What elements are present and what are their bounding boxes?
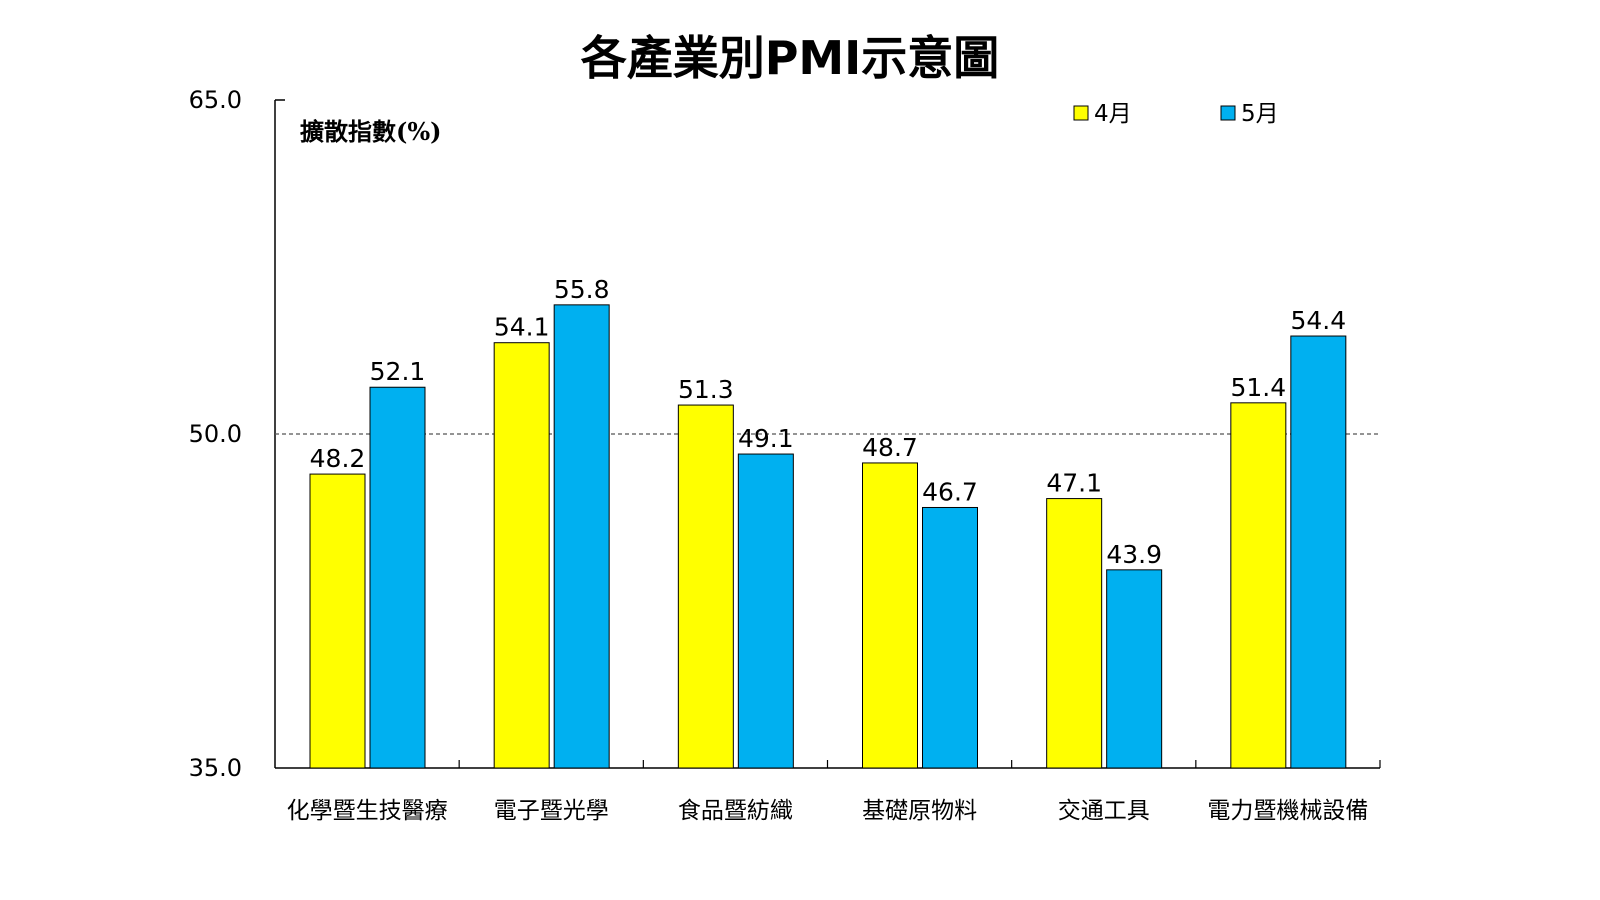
y-tick-label: 65.0	[189, 86, 242, 114]
data-label: 55.8	[554, 275, 610, 304]
x-tick-label: 化學暨生技醫療	[287, 798, 448, 824]
bar-april	[1046, 498, 1103, 769]
bar-may	[553, 304, 610, 769]
y-tick-label: 35.0	[189, 754, 242, 782]
data-label: 47.1	[1046, 469, 1102, 498]
data-label: 49.1	[738, 424, 794, 453]
data-label: 48.2	[310, 444, 366, 473]
bar-may	[1290, 335, 1347, 769]
legend-swatch	[1073, 105, 1089, 121]
legend-label: 5月	[1241, 101, 1279, 127]
data-label: 51.3	[678, 375, 734, 404]
x-tick-label: 電力暨機械設備	[1207, 798, 1368, 824]
bar-april	[1230, 402, 1287, 769]
bar-april	[309, 473, 366, 769]
bar-april	[862, 462, 918, 769]
bar-may	[369, 386, 426, 769]
bar-may	[922, 506, 978, 769]
bar-may	[1106, 569, 1163, 769]
data-label: 51.4	[1230, 373, 1286, 402]
x-tick-label: 基礎原物料	[862, 798, 977, 824]
y-axis-label: 擴散指數(%)	[300, 117, 442, 146]
axes: 35.0 50.0 65.0 化學暨生技醫療 電子暨光學 食品暨紡織 基礎原物料 交通工具 電力…	[189, 86, 1381, 824]
bar-april	[677, 404, 734, 769]
bar-april	[493, 342, 550, 769]
data-label: 54.1	[494, 313, 550, 342]
data-label: 46.7	[922, 477, 978, 506]
legend: 4月 5月	[1073, 101, 1279, 127]
data-label: 43.9	[1106, 540, 1162, 569]
bar-may	[737, 453, 794, 769]
chart-title: 各產業別PMI示意圖	[581, 31, 1000, 85]
bars: 48.2 54.1 51.3 48.7 47.1 51.4 52.1 55.8 49.1 46.7…	[309, 275, 1347, 769]
data-label: 48.7	[862, 433, 918, 462]
x-tick-label: 食品暨紡織	[678, 798, 793, 824]
legend-label: 4月	[1094, 101, 1132, 127]
y-tick-label: 50.0	[189, 420, 242, 448]
data-label: 52.1	[370, 357, 426, 386]
x-tick-label: 交通工具	[1058, 798, 1150, 824]
x-tick-label: 電子暨光學	[494, 798, 609, 824]
legend-swatch	[1220, 105, 1236, 121]
data-label: 54.4	[1290, 306, 1346, 335]
